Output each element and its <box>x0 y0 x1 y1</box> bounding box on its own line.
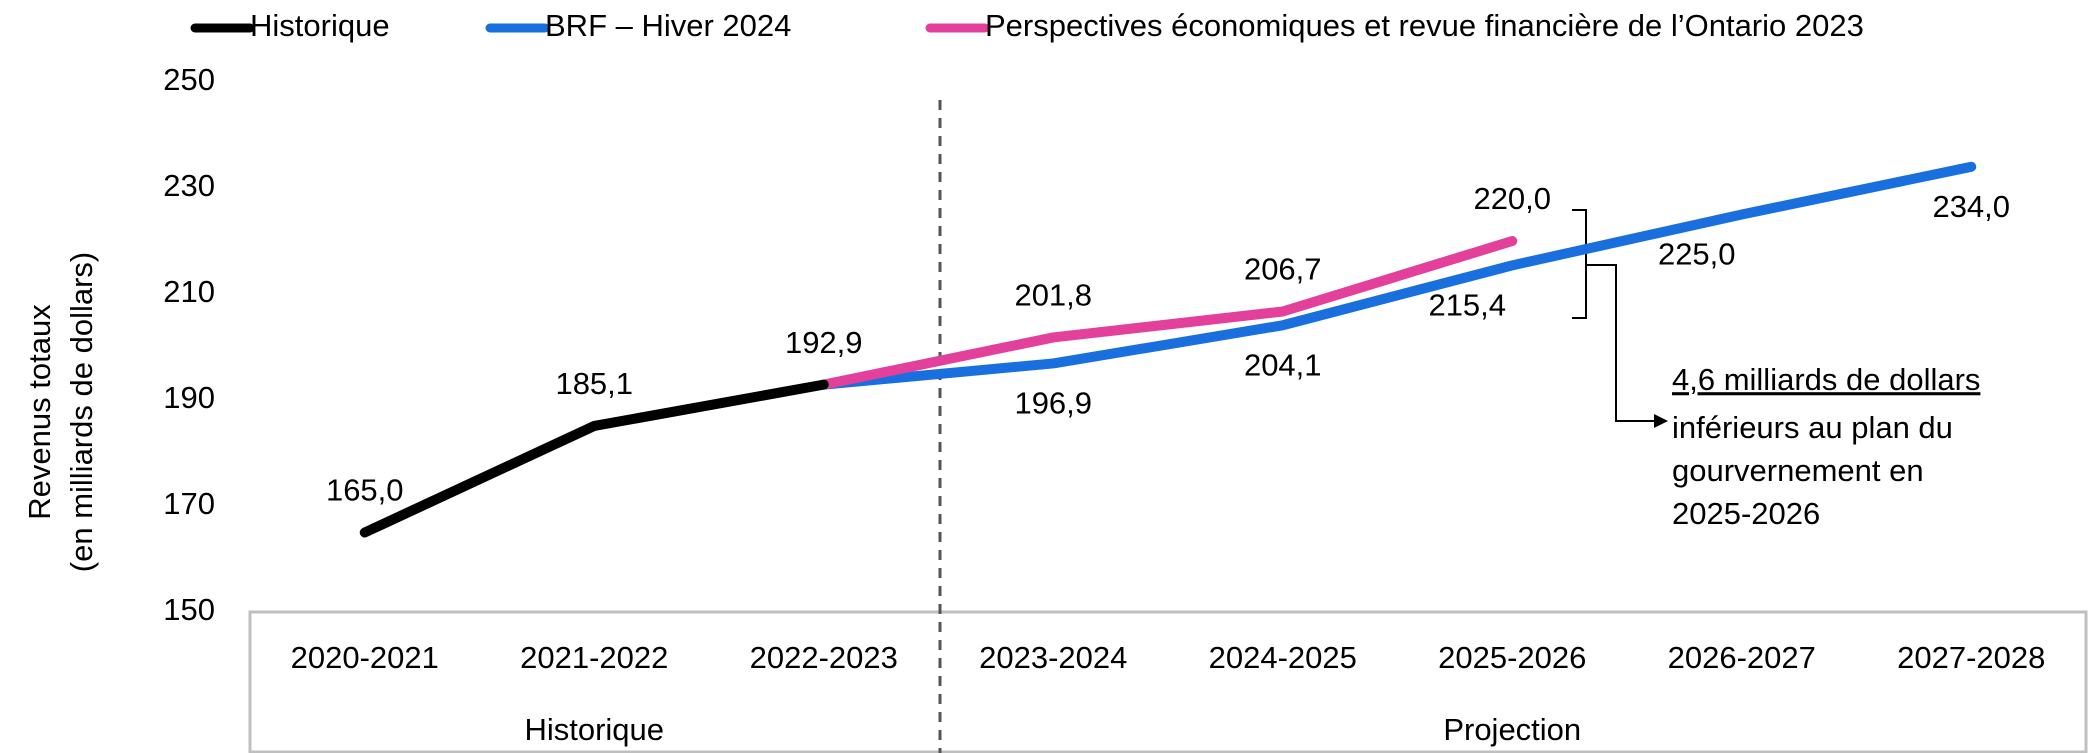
x-tick-label: 2027-2028 <box>1897 640 2045 675</box>
data-label: 192,9 <box>785 325 863 360</box>
data-label: 234,0 <box>1932 189 2010 224</box>
y-tick-label: 170 <box>163 486 215 521</box>
category-box <box>248 610 2088 753</box>
legend-label: Historique <box>250 8 390 43</box>
bracket <box>1572 209 1656 422</box>
arrow-head <box>1654 414 1668 428</box>
y-axis-label: Revenus totaux <box>22 304 57 520</box>
y-tick-label: 250 <box>163 62 215 97</box>
x-tick-label: 2023-2024 <box>979 640 1127 675</box>
y-tick-label: 210 <box>163 274 215 309</box>
data-label: 206,7 <box>1244 252 1322 287</box>
data-label: 215,4 <box>1428 288 1506 323</box>
annotation: 2025-2026 <box>1672 496 1820 531</box>
series-line <box>818 161 1977 390</box>
legend-label: BRF – Hiver 2024 <box>545 8 791 43</box>
data-label: 165,0 <box>326 473 404 508</box>
x-tick-label: 2022-2023 <box>750 640 898 675</box>
data-label: 196,9 <box>1014 386 1092 421</box>
series-line <box>359 379 829 538</box>
data-label: 201,8 <box>1014 278 1092 313</box>
x-tick-label: 2025-2026 <box>1438 640 1586 675</box>
series-line <box>818 236 1518 390</box>
y-tick-label: 150 <box>163 592 215 627</box>
data-label: 204,1 <box>1244 347 1322 382</box>
x-tick-label: 2020-2021 <box>291 640 439 675</box>
x-tick-label: 2026-2027 <box>1668 640 1816 675</box>
x-tick-label: 2024-2025 <box>1209 640 1357 675</box>
y-axis-label: (en milliards de dollars) <box>64 252 99 572</box>
legend-label: Perspectives économiques et revue financ… <box>985 8 1864 43</box>
annotation: inférieurs au plan du <box>1672 410 1953 445</box>
y-tick-label: 230 <box>163 168 215 203</box>
data-label: 220,0 <box>1473 181 1551 216</box>
data-label: 225,0 <box>1658 237 1736 272</box>
x-tick-label: 2021-2022 <box>520 640 668 675</box>
group-label: Projection <box>1443 712 1581 747</box>
annotation: 4,6 milliards de dollars <box>1672 362 1980 397</box>
annotation: gourvernement en <box>1672 453 1924 488</box>
group-label: Historique <box>524 712 664 747</box>
y-tick-label: 190 <box>163 380 215 415</box>
data-label: 185,1 <box>555 366 633 401</box>
